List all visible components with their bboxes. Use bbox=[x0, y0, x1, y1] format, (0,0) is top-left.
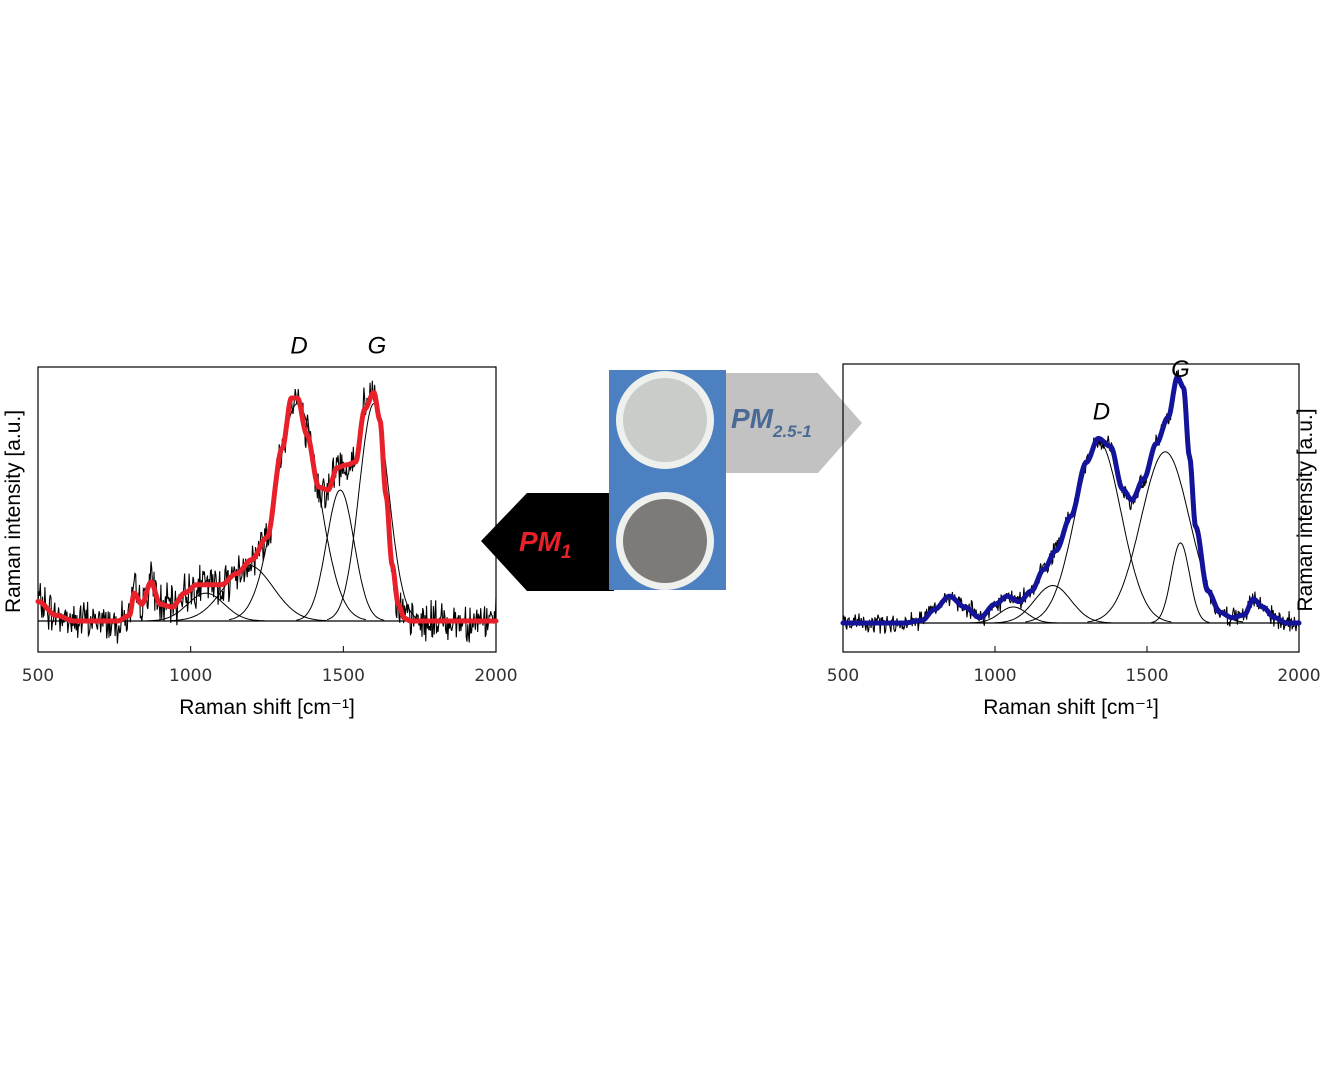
pm25-label-main: PM bbox=[731, 403, 774, 434]
pm1-filter-sample bbox=[623, 499, 707, 583]
x-tick-label: 2000 bbox=[1277, 666, 1320, 686]
pm1-label: PM1 bbox=[519, 526, 572, 563]
pm25-arrow bbox=[725, 373, 862, 473]
y-axis-label: Raman intensity [a.u.] bbox=[2, 410, 25, 613]
pm1-arrow bbox=[481, 493, 614, 591]
raw-spectrum bbox=[842, 369, 1300, 634]
fit-component bbox=[994, 584, 1112, 624]
pm25-filter-sample bbox=[623, 378, 707, 462]
fit-component bbox=[1151, 542, 1210, 623]
fit-envelope bbox=[840, 374, 1302, 626]
fit-component bbox=[969, 606, 1057, 624]
plot-frame bbox=[842, 363, 1300, 653]
fit-envelope bbox=[35, 390, 499, 624]
x-tick-label: 1000 bbox=[973, 666, 1016, 686]
x-tick-label: 1500 bbox=[322, 666, 365, 686]
peak-label-d: D bbox=[1093, 399, 1110, 426]
filter-graphic: PM2.5-1 PM1 bbox=[481, 370, 862, 591]
raman-chart-pm25: 500 1000 1500 2000 Raman shift [cm⁻¹] Raman i… bbox=[827, 356, 1321, 719]
x-tick-label: 1500 bbox=[1125, 666, 1168, 686]
x-tick-label: 500 bbox=[22, 666, 54, 686]
pm1-label-main: PM bbox=[519, 526, 562, 557]
y-axis-label: Raman intensity [a.u.] bbox=[1294, 408, 1317, 611]
pm25-label-sub: 2.5-1 bbox=[772, 422, 812, 441]
pm1-label-sub: 1 bbox=[561, 542, 572, 563]
x-tick-label: 2000 bbox=[474, 666, 517, 686]
fit-component bbox=[1087, 451, 1244, 623]
plot-frame bbox=[37, 366, 497, 653]
fit-component bbox=[147, 592, 265, 622]
raman-chart-pm1: 500 1000 1500 2000 Raman shift [cm⁻¹] Raman i… bbox=[2, 332, 518, 719]
fit-component bbox=[170, 564, 327, 622]
fit-component bbox=[326, 403, 420, 621]
raw-spectrum bbox=[37, 380, 497, 644]
peak-label-d: D bbox=[290, 332, 307, 359]
x-axis-label: Raman shift [cm⁻¹] bbox=[179, 696, 355, 719]
fit-component bbox=[296, 489, 385, 621]
pm25-label: PM2.5-1 bbox=[731, 403, 812, 441]
peak-label-g: G bbox=[1171, 356, 1190, 383]
x-axis-label: Raman shift [cm⁻¹] bbox=[983, 696, 1159, 719]
x-tick-label: 1000 bbox=[169, 666, 212, 686]
x-tick-label: 500 bbox=[827, 666, 859, 686]
peak-label-g: G bbox=[368, 332, 387, 359]
